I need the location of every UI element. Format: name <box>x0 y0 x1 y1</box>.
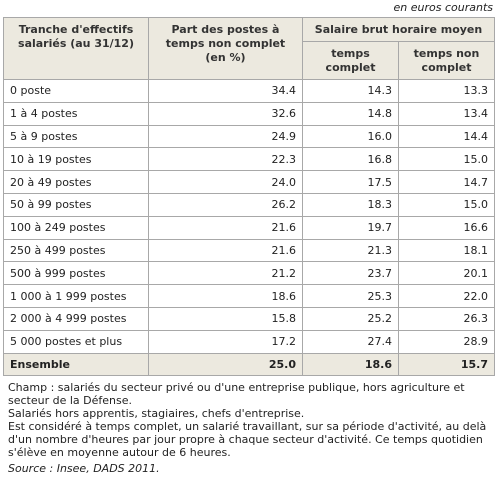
header-cell: Tranche d'effectifs salariés (au 31/12) <box>3 17 149 80</box>
label-cell: 50 à 99 postes <box>3 192 149 217</box>
value-cell: 18.6 <box>148 284 303 308</box>
value-cell: 14.8 <box>302 101 399 126</box>
table-row: 500 à 999 postes 21.2 23.7 20.1 <box>3 261 496 286</box>
value-cell: 20.1 <box>397 261 496 286</box>
unit-note: en euros courants <box>393 1 493 14</box>
table-row: 10 à 19 postes 22.3 16.8 15.0 <box>3 147 496 172</box>
value-cell: 15.0 <box>397 147 496 172</box>
value-cell: 26.3 <box>397 306 496 331</box>
note: Salariés hors apprentis, stagiaires, che… <box>8 407 305 420</box>
table-row: Ensemble 25.0 18.6 15.7 <box>3 352 496 377</box>
label-cell: 2 000 à 4 999 postes <box>3 306 149 331</box>
label-cell: 250 à 499 postes <box>3 238 149 263</box>
data-table: Tranche d'effectifs salariés (au 31/12) … <box>3 17 496 377</box>
value-cell: 15.8 <box>148 306 303 331</box>
table-row: 1 à 4 postes 32.6 14.8 13.4 <box>3 101 496 126</box>
value-cell: 24.9 <box>148 124 303 149</box>
value-cell: 32.6 <box>148 101 303 126</box>
value-cell: 18.3 <box>302 192 399 217</box>
value-cell: 16.6 <box>397 215 496 240</box>
value-cell: 25.3 <box>302 284 399 308</box>
label-cell: 1 000 à 1 999 postes <box>3 284 149 308</box>
value-cell: 22.3 <box>148 147 303 172</box>
value-cell: 25.0 <box>148 352 303 377</box>
header-cell: Part des postes à temps non complet (en … <box>148 17 303 80</box>
value-cell: 19.7 <box>302 215 399 240</box>
table-row: 20 à 49 postes 24.0 17.5 14.7 <box>3 170 496 194</box>
label-cell: 0 poste <box>3 79 149 103</box>
label-cell: 5 à 9 postes <box>3 124 149 149</box>
label-cell: 20 à 49 postes <box>3 170 149 194</box>
table-row: 0 poste 34.4 14.3 13.3 <box>3 79 496 103</box>
value-cell: 22.0 <box>397 284 496 308</box>
value-cell: 16.8 <box>302 147 399 172</box>
notes: Champ : salariés du secteur privé ou d'u… <box>8 381 494 475</box>
value-cell: 21.3 <box>302 238 399 263</box>
value-cell: 14.7 <box>397 170 496 194</box>
table-row: 100 à 249 postes 21.6 19.7 16.6 <box>3 215 496 240</box>
value-cell: 28.9 <box>397 329 496 354</box>
value-cell: 21.2 <box>148 261 303 286</box>
table-row: 50 à 99 postes 26.2 18.3 15.0 <box>3 192 496 217</box>
value-cell: 23.7 <box>302 261 399 286</box>
value-cell: 13.4 <box>397 101 496 126</box>
label-cell: 1 à 4 postes <box>3 101 149 126</box>
value-cell: 18.1 <box>397 238 496 263</box>
value-cell: 15.0 <box>397 192 496 217</box>
header-group: Salaire brut horaire moyen <box>301 17 496 42</box>
value-cell: 21.6 <box>148 238 303 263</box>
value-cell: 16.0 <box>302 124 399 149</box>
table-row: 1 000 à 1 999 postes 18.6 25.3 22.0 <box>3 284 496 308</box>
value-cell: 17.5 <box>302 170 399 194</box>
value-cell: 34.4 <box>148 79 303 103</box>
value-cell: 14.4 <box>397 124 496 149</box>
value-cell: 25.2 <box>302 306 399 331</box>
value-cell: 21.6 <box>148 215 303 240</box>
label-cell: 500 à 999 postes <box>3 261 149 286</box>
table-row: 5 000 postes et plus 17.2 27.4 28.9 <box>3 329 496 354</box>
value-cell: 24.0 <box>148 170 303 194</box>
note: Champ : salariés du secteur privé ou d'u… <box>8 381 465 407</box>
value-cell: 27.4 <box>302 329 399 354</box>
header-cell: temps non complet <box>397 41 496 80</box>
value-cell: 17.2 <box>148 329 303 354</box>
table-row: 2 000 à 4 999 postes 15.8 25.2 26.3 <box>3 306 496 331</box>
value-cell: 15.7 <box>397 352 496 377</box>
source: Source : Insee, DADS 2011. <box>8 462 160 475</box>
label-cell: 10 à 19 postes <box>3 147 149 172</box>
table-row: 250 à 499 postes 21.6 21.3 18.1 <box>3 238 496 263</box>
label-cell: 100 à 249 postes <box>3 215 149 240</box>
value-cell: 26.2 <box>148 192 303 217</box>
value-cell: 14.3 <box>302 79 399 103</box>
label-cell: 5 000 postes et plus <box>3 329 149 354</box>
value-cell: 18.6 <box>302 352 399 377</box>
table-row: 5 à 9 postes 24.9 16.0 14.4 <box>3 124 496 149</box>
note: Est considéré à temps complet, un salari… <box>8 420 487 459</box>
header-cell: temps complet <box>302 41 399 80</box>
value-cell: 13.3 <box>397 79 496 103</box>
label-cell: Ensemble <box>3 352 149 377</box>
